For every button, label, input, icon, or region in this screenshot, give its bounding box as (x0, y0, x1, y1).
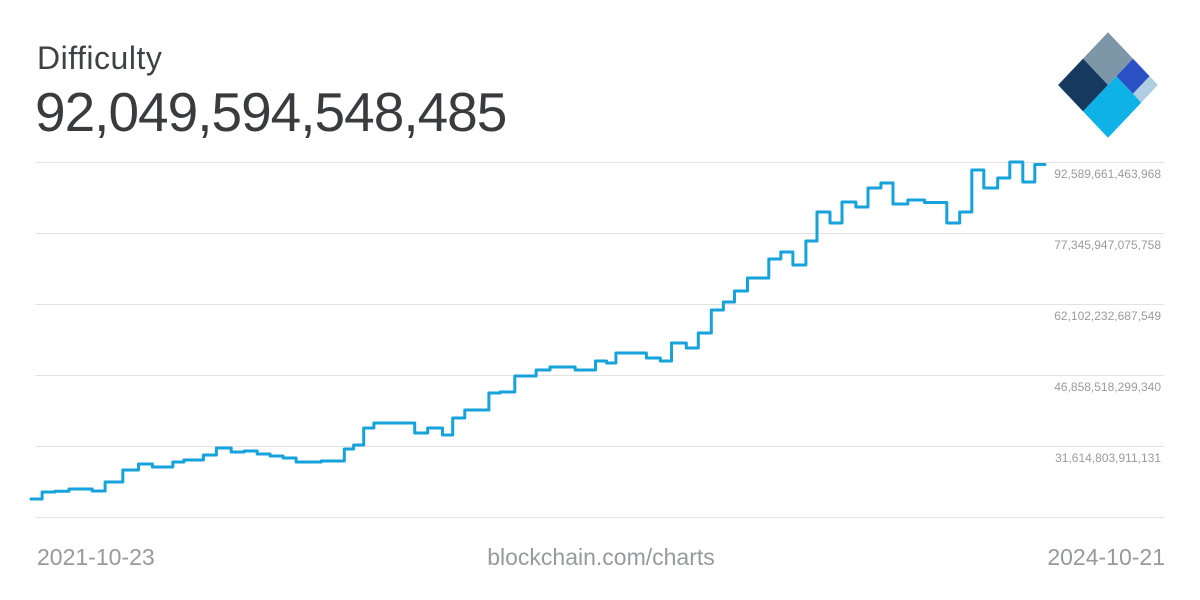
watermark-link: blockchain.com/charts (487, 544, 715, 570)
grid-line (35, 304, 1164, 305)
y-axis-tick-label: 92,589,661,463,968 (1054, 167, 1161, 181)
x-axis-end-date: 2024-10-21 (1047, 544, 1165, 570)
grid-line (35, 233, 1164, 234)
y-axis-tick-label: 77,345,947,075,758 (1054, 238, 1161, 252)
blockchain-logo (1058, 32, 1158, 138)
grid-line (35, 446, 1164, 447)
grid-line (35, 375, 1164, 376)
logo-facet-cyan (1083, 76, 1142, 138)
chart-title: Difficulty (37, 40, 163, 76)
grid-line (35, 517, 1164, 518)
footer: 2021-10-23 blockchain.com/charts 2024-10… (37, 544, 1165, 570)
y-axis-tick-label: 46,858,518,299,340 (1054, 380, 1161, 394)
y-axis-tick-label: 31,614,803,911,131 (1055, 451, 1161, 465)
difficulty-line (29, 160, 1047, 501)
y-axis-tick-label: 62,102,232,687,549 (1054, 309, 1161, 323)
current-difficulty-value: 92,049,594,548,485 (35, 81, 507, 143)
logo-facet-slate (1083, 32, 1133, 85)
x-axis-start-date: 2021-10-23 (37, 544, 155, 570)
grid-line (35, 162, 1164, 163)
logo-facet-sky (1132, 76, 1158, 103)
